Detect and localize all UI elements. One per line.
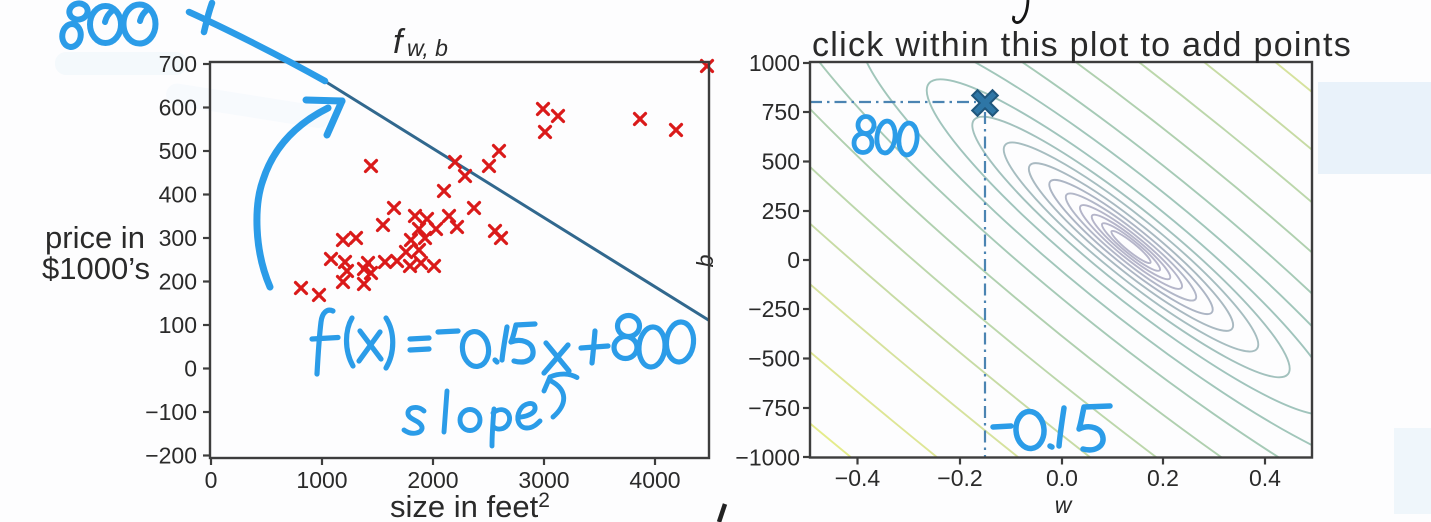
svg-text:500: 500: [762, 149, 800, 175]
svg-text:−750: −750: [748, 395, 800, 421]
svg-text:0.4: 0.4: [1249, 465, 1281, 491]
svg-text:click within this plot to add: click within this plot to add points: [812, 26, 1352, 64]
svg-text:−500: −500: [748, 346, 800, 372]
svg-text:0: 0: [184, 356, 197, 382]
svg-text:700: 700: [159, 51, 197, 77]
svg-text:w: w: [1055, 492, 1073, 518]
svg-text:0: 0: [205, 467, 218, 493]
svg-text:1000: 1000: [296, 467, 347, 493]
svg-text:size in feet2: size in feet2: [390, 489, 550, 522]
svg-text:250: 250: [762, 198, 800, 224]
svg-text:price in: price in: [45, 220, 145, 255]
svg-text:2000: 2000: [407, 467, 458, 493]
svg-text:600: 600: [159, 95, 197, 121]
svg-text:1000: 1000: [749, 50, 800, 76]
svg-text:$1000’s: $1000’s: [42, 251, 150, 286]
svg-text:0: 0: [787, 247, 800, 273]
svg-text:−0.2: −0.2: [937, 465, 982, 491]
svg-text:−1000: −1000: [735, 445, 800, 471]
svg-text:−250: −250: [748, 296, 800, 322]
svg-text:b: b: [692, 254, 718, 267]
svg-text:3000: 3000: [518, 467, 569, 493]
svg-text:500: 500: [159, 138, 197, 164]
svg-text:0.0: 0.0: [1046, 465, 1078, 491]
svg-text:4000: 4000: [629, 467, 680, 493]
svg-text:0.2: 0.2: [1147, 465, 1179, 491]
svg-text:300: 300: [159, 225, 197, 251]
svg-text:100: 100: [159, 312, 197, 338]
svg-text:750: 750: [762, 99, 800, 125]
svg-text:w, b: w, b: [407, 35, 448, 61]
svg-text:200: 200: [159, 269, 197, 295]
svg-text:−200: −200: [145, 443, 197, 469]
svg-text:−100: −100: [145, 399, 197, 425]
svg-text:400: 400: [159, 182, 197, 208]
svg-text:−0.4: −0.4: [835, 465, 881, 491]
